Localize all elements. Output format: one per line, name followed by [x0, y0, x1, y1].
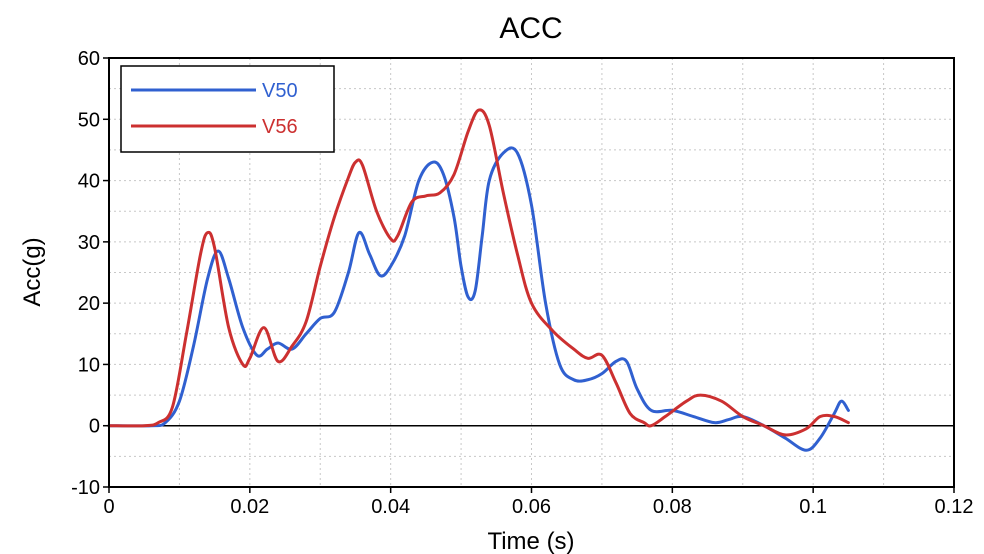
x-tick-label: 0.08 [653, 496, 692, 518]
x-tick-label: 0.12 [935, 496, 974, 518]
chart-title: ACC [499, 12, 562, 45]
series-line-v56 [107, 108, 850, 437]
x-tick-label: 0 [103, 496, 114, 518]
y-tick-label: 60 [78, 48, 100, 70]
x-tick-label: 0.06 [512, 496, 551, 518]
series-layer [107, 108, 850, 452]
y-tick-label: -10 [71, 477, 100, 499]
y-tick-label: 50 [78, 109, 100, 131]
y-tick-label: 20 [78, 293, 100, 315]
x-axis-label: Time (s) [487, 528, 574, 554]
series-line-v50 [107, 146, 850, 452]
y-tick-label: 10 [78, 354, 100, 376]
legend-label-v56: V56 [262, 116, 298, 138]
x-tick-label: 0.1 [799, 496, 827, 518]
y-tick-label: 40 [78, 171, 100, 193]
x-tick-label: 0.04 [371, 496, 410, 518]
legend: V50 V56 [120, 65, 335, 153]
y-tick-label: 0 [89, 416, 100, 438]
y-tick-label: 30 [78, 232, 100, 254]
y-axis-label: Acc(g) [19, 237, 46, 306]
x-tick-label: 0.02 [230, 496, 269, 518]
legend-box [120, 65, 335, 153]
legend-label-v50: V50 [262, 80, 298, 102]
